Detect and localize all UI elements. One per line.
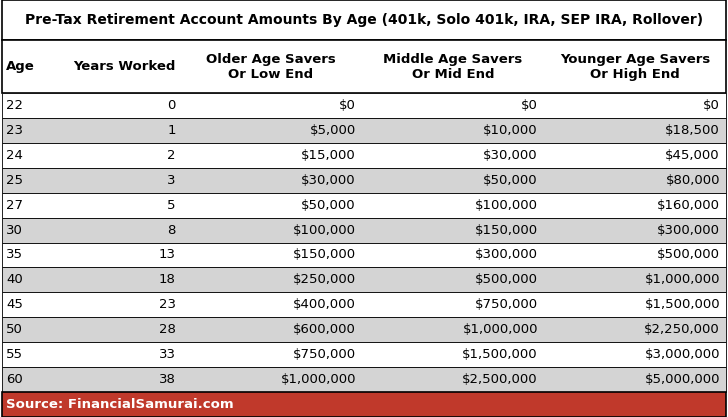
Bar bbox=[2, 218, 726, 243]
Bar bbox=[2, 367, 726, 392]
Text: $500,000: $500,000 bbox=[657, 249, 720, 261]
Text: $750,000: $750,000 bbox=[293, 348, 356, 361]
Text: $18,500: $18,500 bbox=[665, 124, 720, 137]
Bar bbox=[2, 317, 726, 342]
Text: $100,000: $100,000 bbox=[475, 198, 538, 212]
Text: 0: 0 bbox=[167, 99, 176, 112]
Text: $100,000: $100,000 bbox=[293, 224, 356, 236]
Text: 25: 25 bbox=[6, 174, 23, 187]
Bar bbox=[2, 0, 726, 40]
Bar bbox=[2, 392, 726, 417]
Text: $400,000: $400,000 bbox=[293, 298, 356, 311]
Text: Younger Age Savers
Or High End: Younger Age Savers Or High End bbox=[560, 53, 710, 80]
Text: $500,000: $500,000 bbox=[475, 274, 538, 286]
Text: $2,250,000: $2,250,000 bbox=[644, 323, 720, 336]
Text: Pre-Tax Retirement Account Amounts By Age (401k, Solo 401k, IRA, SEP IRA, Rollov: Pre-Tax Retirement Account Amounts By Ag… bbox=[25, 13, 703, 27]
Text: $160,000: $160,000 bbox=[657, 198, 720, 212]
Text: 5: 5 bbox=[167, 198, 176, 212]
Text: $300,000: $300,000 bbox=[657, 224, 720, 236]
Text: 28: 28 bbox=[159, 323, 176, 336]
Bar bbox=[2, 143, 726, 168]
Text: $2,500,000: $2,500,000 bbox=[462, 373, 538, 386]
Text: 30: 30 bbox=[6, 224, 23, 236]
Text: $1,500,000: $1,500,000 bbox=[462, 348, 538, 361]
Text: $0: $0 bbox=[339, 99, 356, 112]
Text: Age: Age bbox=[6, 60, 35, 73]
Text: Source: FinancialSamurai.com: Source: FinancialSamurai.com bbox=[6, 398, 234, 411]
Text: $750,000: $750,000 bbox=[475, 298, 538, 311]
Text: $300,000: $300,000 bbox=[475, 249, 538, 261]
Text: 23: 23 bbox=[6, 124, 23, 137]
Text: $150,000: $150,000 bbox=[475, 224, 538, 236]
Text: $45,000: $45,000 bbox=[665, 149, 720, 162]
Bar bbox=[2, 193, 726, 218]
Text: $30,000: $30,000 bbox=[483, 149, 538, 162]
Bar bbox=[2, 168, 726, 193]
Text: 27: 27 bbox=[6, 198, 23, 212]
Text: $250,000: $250,000 bbox=[293, 274, 356, 286]
Text: 1: 1 bbox=[167, 124, 176, 137]
Text: $5,000,000: $5,000,000 bbox=[644, 373, 720, 386]
Text: 40: 40 bbox=[6, 274, 23, 286]
Text: $3,000,000: $3,000,000 bbox=[644, 348, 720, 361]
Text: 23: 23 bbox=[159, 298, 176, 311]
Bar bbox=[2, 40, 726, 93]
Text: 33: 33 bbox=[159, 348, 176, 361]
Bar bbox=[2, 267, 726, 292]
Text: Older Age Savers
Or Low End: Older Age Savers Or Low End bbox=[206, 53, 336, 80]
Text: 60: 60 bbox=[6, 373, 23, 386]
Text: $150,000: $150,000 bbox=[293, 249, 356, 261]
Text: $1,000,000: $1,000,000 bbox=[462, 323, 538, 336]
Text: $10,000: $10,000 bbox=[483, 124, 538, 137]
Text: $30,000: $30,000 bbox=[301, 174, 356, 187]
Text: 45: 45 bbox=[6, 298, 23, 311]
Text: $1,000,000: $1,000,000 bbox=[280, 373, 356, 386]
Text: 35: 35 bbox=[6, 249, 23, 261]
Text: $15,000: $15,000 bbox=[301, 149, 356, 162]
Text: 18: 18 bbox=[159, 274, 176, 286]
Text: $80,000: $80,000 bbox=[665, 174, 720, 187]
Text: 13: 13 bbox=[159, 249, 176, 261]
Text: 2: 2 bbox=[167, 149, 176, 162]
Text: $1,000,000: $1,000,000 bbox=[644, 274, 720, 286]
Text: 24: 24 bbox=[6, 149, 23, 162]
Text: Years Worked: Years Worked bbox=[74, 60, 176, 73]
Bar bbox=[2, 243, 726, 267]
Text: 50: 50 bbox=[6, 323, 23, 336]
Bar bbox=[2, 292, 726, 317]
Text: $600,000: $600,000 bbox=[293, 323, 356, 336]
Bar bbox=[2, 118, 726, 143]
Text: $5,000: $5,000 bbox=[309, 124, 356, 137]
Text: 38: 38 bbox=[159, 373, 176, 386]
Text: $1,500,000: $1,500,000 bbox=[644, 298, 720, 311]
Text: 3: 3 bbox=[167, 174, 176, 187]
Bar bbox=[2, 93, 726, 118]
Text: Middle Age Savers
Or Mid End: Middle Age Savers Or Mid End bbox=[383, 53, 523, 80]
Text: $50,000: $50,000 bbox=[483, 174, 538, 187]
Text: $50,000: $50,000 bbox=[301, 198, 356, 212]
Text: 8: 8 bbox=[167, 224, 176, 236]
Text: $0: $0 bbox=[521, 99, 538, 112]
Bar bbox=[2, 342, 726, 367]
Text: 55: 55 bbox=[6, 348, 23, 361]
Text: 22: 22 bbox=[6, 99, 23, 112]
Text: $0: $0 bbox=[703, 99, 720, 112]
